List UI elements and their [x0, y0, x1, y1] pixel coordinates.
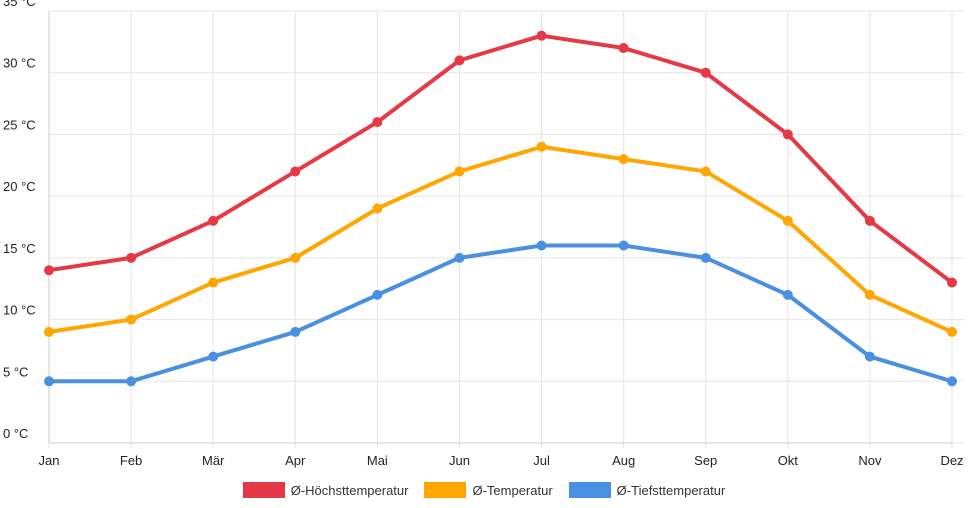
- x-tick-label: Mai: [367, 453, 388, 468]
- data-point: [700, 166, 711, 177]
- x-tick-label: Jun: [449, 453, 470, 468]
- data-point: [290, 166, 301, 177]
- x-tick-label: Aug: [612, 453, 635, 468]
- x-tick-label: Mär: [202, 453, 225, 468]
- data-point: [864, 351, 875, 362]
- data-point: [44, 265, 54, 276]
- x-tick-label: Jul: [533, 453, 550, 468]
- data-point: [290, 252, 301, 263]
- data-point: [454, 166, 465, 177]
- legend-swatch: [242, 482, 285, 498]
- data-point: [454, 252, 465, 263]
- legend-label: Ø-Temperatur: [472, 482, 553, 498]
- x-tick-label: Jan: [39, 453, 60, 468]
- y-tick-label: 0 °C: [3, 426, 28, 441]
- data-point: [947, 376, 957, 387]
- x-tick-label: Nov: [858, 453, 882, 468]
- data-point: [290, 326, 301, 337]
- legend-label: Ø-Tiefsttemperatur: [616, 482, 726, 498]
- data-point: [618, 43, 629, 54]
- data-point: [208, 277, 219, 288]
- data-point: [864, 289, 875, 300]
- data-point: [864, 215, 875, 226]
- x-tick-label: Okt: [778, 453, 799, 468]
- data-point: [126, 252, 137, 263]
- x-tick-label: Apr: [285, 453, 306, 468]
- data-point: [782, 215, 793, 226]
- x-tick-label: Sep: [694, 453, 717, 468]
- data-point: [700, 252, 711, 263]
- data-point: [372, 117, 383, 128]
- data-point: [618, 240, 629, 251]
- data-point: [536, 30, 547, 41]
- x-tick-label: Feb: [120, 453, 142, 468]
- legend-swatch: [568, 482, 611, 498]
- data-point: [126, 376, 137, 387]
- y-tick-label: 35 °C: [3, 0, 36, 9]
- data-point: [947, 277, 957, 288]
- data-point: [700, 67, 711, 78]
- data-point: [536, 240, 547, 251]
- y-tick-label: 30 °C: [3, 56, 36, 71]
- legend-label: Ø-Höchsttemperatur: [290, 482, 409, 498]
- legend-item[interactable]: Ø-Temperatur: [424, 482, 553, 498]
- data-point: [44, 326, 54, 337]
- data-point: [126, 314, 137, 325]
- data-point: [782, 289, 793, 300]
- y-tick-label: 20 °C: [3, 179, 36, 194]
- series-line-2: [49, 243, 953, 384]
- legend-item[interactable]: Ø-Tiefsttemperatur: [568, 482, 726, 498]
- series-line-0: [48, 33, 954, 285]
- temperature-chart: 0 °C 5 °C 10 °C 15 °C 20 °C 25 °C 30 °C 35 °C Ja…: [3, 0, 964, 468]
- legend-item[interactable]: Ø-Höchsttemperatur: [242, 482, 409, 498]
- y-tick-label: 25 °C: [3, 117, 36, 132]
- legend: Ø-Höchsttemperatur Ø-Temperatur Ø-Tiefstte…: [0, 482, 968, 498]
- x-tick-label: Dez: [940, 453, 963, 468]
- data-point: [947, 326, 957, 337]
- data-point: [44, 376, 54, 387]
- series-line-1: [48, 144, 953, 334]
- data-point: [618, 154, 629, 165]
- y-tick-label: 15 °C: [3, 241, 36, 256]
- data-point: [208, 351, 219, 362]
- data-point: [372, 289, 383, 300]
- y-tick-label: 10 °C: [3, 303, 36, 318]
- data-point: [208, 215, 219, 226]
- data-point: [454, 55, 465, 66]
- data-point: [536, 141, 547, 152]
- legend-swatch: [424, 482, 467, 498]
- data-point: [782, 129, 793, 140]
- data-point: [372, 203, 383, 214]
- y-tick-label: 5 °C: [3, 364, 28, 379]
